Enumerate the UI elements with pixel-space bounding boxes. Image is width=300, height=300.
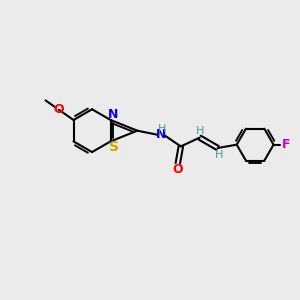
Text: N: N — [156, 128, 166, 141]
Text: O: O — [54, 103, 64, 116]
Text: O: O — [172, 163, 182, 176]
Text: F: F — [282, 138, 290, 151]
Text: H: H — [158, 124, 167, 134]
Text: H: H — [196, 126, 205, 136]
Text: N: N — [108, 107, 118, 121]
Text: H: H — [215, 150, 223, 160]
Text: S: S — [109, 140, 119, 154]
